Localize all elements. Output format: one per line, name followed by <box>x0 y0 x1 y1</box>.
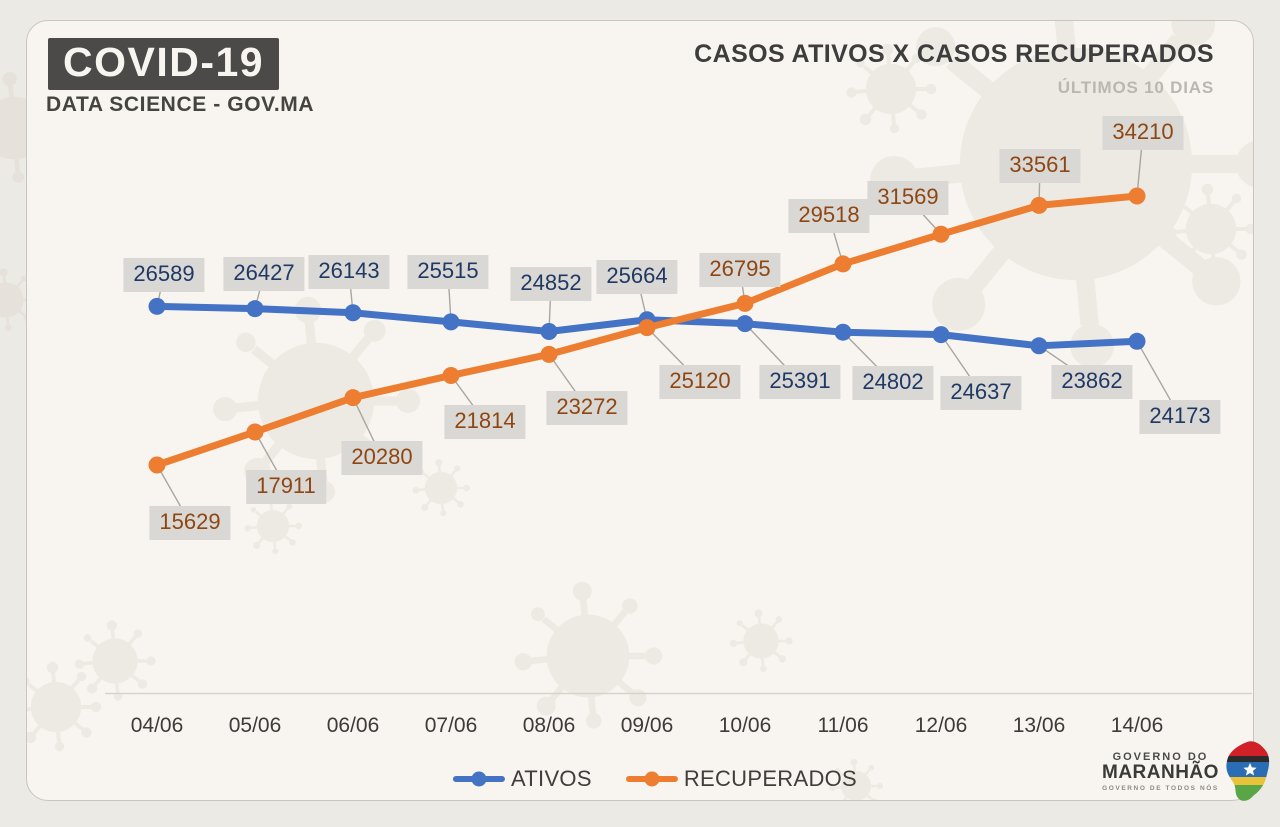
x-axis-tick-label: 10/06 <box>718 714 772 737</box>
x-axis-tick-label: 08/06 <box>522 714 576 737</box>
data-label-recuperados: 34210 <box>1102 116 1184 150</box>
legend-item-ativos: ATIVOS <box>452 766 592 792</box>
x-axis-tick-label: 05/06 <box>228 714 282 737</box>
x-axis-tick-label: 13/06 <box>1012 714 1066 737</box>
data-label-recuperados: 29518 <box>788 199 870 233</box>
covid-logo: COVID-19 DATA SCIENCE - GOV.MA <box>46 38 315 117</box>
data-label-recuperados: 15629 <box>149 506 231 540</box>
data-label-ativos: 24852 <box>510 267 592 301</box>
x-axis-tick-label: 06/06 <box>326 714 380 737</box>
chart-header: CASOS ATIVOS X CASOS RECUPERADOS ÚLTIMOS… <box>694 40 1214 98</box>
x-axis-tick-label: 04/06 <box>130 714 184 737</box>
data-label-ativos: 24802 <box>852 366 934 400</box>
governo-maranhao-logo: GOVERNO DO MARANHÃO GOVERNO DE TODOS NÓS <box>1102 740 1271 802</box>
data-label-ativos: 23862 <box>1051 365 1133 399</box>
legend-label: ATIVOS <box>510 766 592 791</box>
data-label-recuperados: 21814 <box>444 405 526 439</box>
x-axis-tick-label: 07/06 <box>424 714 478 737</box>
data-label-ativos: 26427 <box>223 257 305 291</box>
data-label-ativos: 24637 <box>940 376 1022 410</box>
data-label-ativos: 25515 <box>407 255 489 289</box>
x-axis-tick-label: 14/06 <box>1110 714 1164 737</box>
virus-icon <box>27 21 1253 800</box>
chart-title: CASOS ATIVOS X CASOS RECUPERADOS <box>694 40 1214 68</box>
data-label-recuperados: 26795 <box>699 253 781 287</box>
x-axis-tick-label: 12/06 <box>914 714 968 737</box>
data-label-recuperados: 25120 <box>659 365 741 399</box>
x-axis-tick-label: 09/06 <box>620 714 674 737</box>
legend-marker-icon <box>452 771 505 787</box>
legend-item-recuperados: RECUPERADOS <box>625 766 858 792</box>
card-decoration-layer <box>27 21 1253 800</box>
data-label-ativos: 24173 <box>1139 400 1221 434</box>
x-axis-tick-label: 11/06 <box>817 714 869 737</box>
covid-logo-subtitle: DATA SCIENCE - GOV.MA <box>46 93 315 116</box>
chart-subtitle: ÚLTIMOS 10 DIAS <box>1057 78 1214 97</box>
governo-logo-text: GOVERNO DO MARANHÃO GOVERNO DE TODOS NÓS <box>1102 751 1219 792</box>
data-label-recuperados: 31569 <box>867 181 949 215</box>
data-label-ativos: 26589 <box>123 258 205 292</box>
maranhao-flag-icon <box>1226 741 1270 801</box>
governo-logo-line1: GOVERNO DO <box>1112 750 1209 763</box>
governo-logo-line3: GOVERNO DE TODOS NÓS <box>1102 784 1219 792</box>
governo-logo-line2: MARANHÃO <box>1102 761 1219 783</box>
data-label-ativos: 26143 <box>308 255 390 289</box>
legend-marker-icon <box>625 771 678 787</box>
legend-label: RECUPERADOS <box>683 766 858 791</box>
covid-logo-title: COVID-19 <box>48 38 280 90</box>
data-label-recuperados: 17911 <box>246 470 326 504</box>
data-label-ativos: 25664 <box>596 260 678 294</box>
chart-legend: ATIVOS RECUPERADOS <box>452 766 858 792</box>
data-label-recuperados: 33561 <box>999 149 1081 183</box>
chart-card <box>26 20 1254 801</box>
data-label-recuperados: 20280 <box>341 441 423 475</box>
data-label-recuperados: 23272 <box>546 391 628 425</box>
data-label-ativos: 25391 <box>759 365 841 399</box>
